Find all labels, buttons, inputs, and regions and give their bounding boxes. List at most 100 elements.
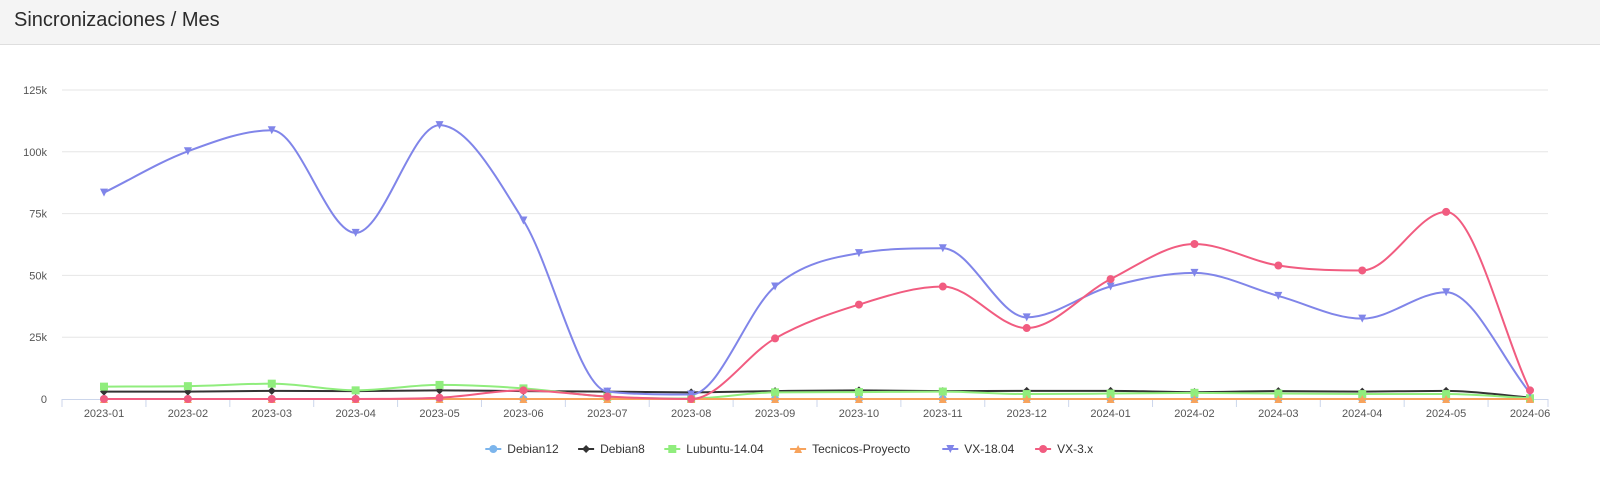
data-point[interactable] (1190, 388, 1199, 397)
data-point[interactable] (183, 382, 192, 391)
data-point[interactable] (1106, 389, 1115, 398)
data-point[interactable] (1358, 266, 1367, 275)
data-point[interactable] (771, 395, 780, 403)
x-tick-label: 2023-03 (252, 408, 292, 420)
grid-layer (62, 89, 1548, 338)
data-point[interactable] (1022, 390, 1031, 399)
data-point[interactable] (1274, 291, 1283, 300)
data-point[interactable] (100, 188, 108, 197)
series-line[interactable] (103, 124, 1531, 396)
x-tick-label: 2023-06 (503, 408, 543, 420)
x-tick-label: 2023-05 (419, 408, 459, 420)
data-point[interactable] (603, 387, 612, 396)
legend-symbol-marker[interactable] (794, 445, 803, 453)
data-point[interactable] (1190, 395, 1199, 403)
data-point[interactable] (267, 395, 276, 403)
x-tick-label: 2024-03 (1258, 408, 1298, 420)
data-point[interactable] (1442, 395, 1451, 403)
legend-item[interactable]: VX-18.04 (942, 442, 1015, 456)
data-point[interactable] (854, 388, 863, 397)
data-point[interactable] (1358, 390, 1367, 399)
data-point[interactable] (771, 334, 780, 343)
legend-label: Tecnicos-Proyecto (812, 442, 910, 456)
data-point[interactable] (435, 121, 444, 130)
x-tick-label: 2023-01 (84, 408, 124, 420)
legend-item[interactable]: Tecnicos-Proyecto (790, 442, 910, 456)
x-tick-label: 2023-07 (587, 408, 627, 420)
data-point[interactable] (183, 395, 192, 403)
data-point[interactable] (1526, 395, 1534, 403)
series-line[interactable] (103, 382, 1531, 400)
data-point[interactable] (1526, 386, 1534, 395)
legend-symbol-marker[interactable] (668, 445, 677, 453)
legend-item[interactable]: Lubuntu-14.04 (664, 442, 764, 456)
data-point[interactable] (351, 395, 360, 403)
data-point[interactable] (687, 390, 696, 399)
legend-symbol-marker[interactable] (582, 445, 591, 453)
data-point[interactable] (1274, 395, 1283, 403)
data-point[interactable] (1274, 261, 1283, 270)
data-point[interactable] (1358, 314, 1367, 323)
data-point[interactable] (1022, 313, 1031, 322)
legend-label: VX-18.04 (964, 442, 1014, 456)
data-point[interactable] (854, 300, 863, 309)
data-point[interactable] (267, 126, 276, 135)
legend-item[interactable]: VX-3.x (1035, 442, 1093, 456)
legend-symbol-marker[interactable] (489, 445, 498, 453)
data-point[interactable] (100, 382, 108, 391)
data-point[interactable] (435, 380, 444, 389)
y-tick-label: 125k (23, 85, 47, 97)
data-point[interactable] (854, 395, 863, 403)
data-point[interactable] (1274, 389, 1283, 398)
data-point[interactable] (1106, 395, 1115, 403)
data-point[interactable] (938, 282, 947, 291)
data-point[interactable] (351, 386, 360, 395)
data-point[interactable] (519, 216, 528, 225)
data-point[interactable] (1022, 324, 1031, 333)
data-point[interactable] (100, 395, 108, 403)
legend-label: Debian8 (600, 442, 645, 456)
data-point[interactable] (687, 395, 696, 403)
x-tick-label: 2024-05 (1426, 408, 1466, 420)
data-point[interactable] (603, 392, 612, 401)
x-tick-label: 2023-08 (671, 408, 711, 420)
x-tick-label: 2024-06 (1510, 408, 1550, 420)
data-point[interactable] (351, 228, 360, 237)
series-layer (100, 121, 1534, 403)
data-point[interactable] (1106, 275, 1115, 284)
x-tick-label: 2023-10 (839, 408, 879, 420)
data-point[interactable] (938, 244, 947, 253)
data-point[interactable] (854, 249, 863, 258)
x-tick-label: 2023-12 (1007, 408, 1047, 420)
data-point[interactable] (1106, 282, 1115, 291)
data-point[interactable] (938, 387, 947, 396)
legend[interactable]: Debian12 Debian8 Lubuntu-14.04 Tecnicos-Pro… (485, 442, 1093, 456)
y-tick-label: 75k (29, 209, 47, 221)
legend-symbol-marker[interactable] (1039, 445, 1048, 453)
line-chart: 0 25k 50k 75k 100k 125k 2023-01 2023-02 2023-03 2… (23, 85, 1550, 456)
data-point[interactable] (435, 393, 444, 402)
data-point[interactable] (1022, 395, 1031, 403)
data-point[interactable] (1442, 390, 1451, 399)
data-point[interactable] (1442, 288, 1451, 297)
data-point[interactable] (267, 386, 276, 395)
legend-symbol-marker[interactable] (946, 445, 955, 453)
x-tick-label: 2023-09 (755, 408, 795, 420)
data-point[interactable] (938, 395, 947, 403)
x-tick-label: 2023-02 (168, 408, 208, 420)
series-line[interactable] (103, 210, 1531, 401)
data-point[interactable] (1358, 395, 1367, 403)
data-point[interactable] (1190, 240, 1199, 249)
data-point[interactable] (183, 147, 192, 156)
data-point[interactable] (1190, 268, 1199, 277)
legend-item[interactable]: Debian12 (485, 442, 559, 456)
data-point[interactable] (267, 379, 276, 388)
data-point[interactable] (519, 395, 528, 403)
data-point[interactable] (1442, 207, 1451, 216)
data-point[interactable] (771, 388, 780, 397)
data-point[interactable] (519, 386, 528, 395)
legend-item[interactable]: Debian8 (578, 442, 645, 456)
legend-label: Lubuntu-14.04 (686, 442, 764, 456)
card-title: Sincronizaciones / Mes (14, 9, 220, 31)
data-point[interactable] (771, 282, 780, 291)
